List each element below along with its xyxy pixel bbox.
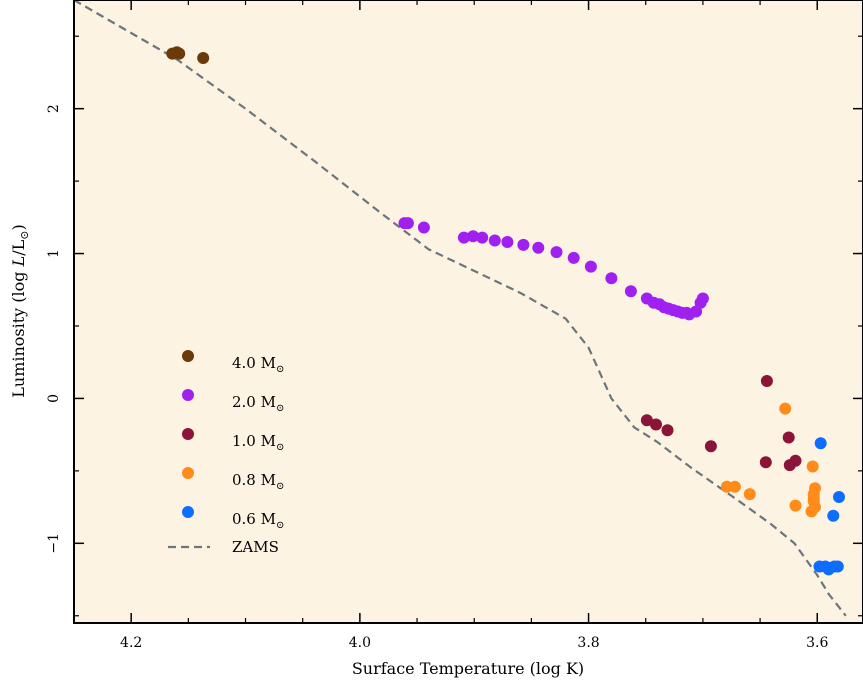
data-point-series-1	[696, 292, 709, 305]
y-tick-label: 1	[46, 249, 62, 258]
data-point-series-2	[783, 459, 796, 472]
plot-background	[74, 0, 863, 623]
legend-label-sub: ⊙	[276, 520, 284, 531]
data-point-series-0	[173, 47, 186, 60]
data-point-series-1	[401, 217, 414, 230]
legend: 4.0 M⊙ 2.0 M⊙ 1.0 M⊙ 0.8 M⊙ 0.6 M⊙ ZAMS	[168, 350, 284, 556]
data-point-series-1	[417, 221, 430, 234]
x-tick-label: 4.2	[120, 635, 142, 651]
y-axis-title-italic: L	[9, 256, 28, 268]
plot-frame	[73, 0, 863, 624]
data-point-series-3	[805, 505, 818, 518]
data-point-series-2	[640, 414, 653, 427]
data-point-series-4	[822, 563, 835, 576]
legend-marker	[182, 389, 194, 401]
legend-marker	[182, 350, 194, 362]
data-point-series-1	[476, 231, 489, 244]
x-tick-label: 3.6	[806, 635, 828, 651]
y-tick-label: 0	[46, 394, 62, 403]
legend-label-sub: ⊙	[276, 364, 284, 375]
data-point-series-2	[661, 424, 674, 437]
legend-label: 0.6 M⊙	[232, 510, 284, 531]
data-point-series-3	[743, 488, 756, 501]
data-point-series-4	[831, 560, 844, 573]
data-point-series-0	[197, 52, 210, 64]
data-point-series-1	[605, 272, 618, 285]
data-point-series-3	[728, 480, 741, 493]
data-point-series-1	[501, 236, 514, 248]
data-point-series-1	[567, 251, 580, 264]
data-point-series-2	[759, 456, 772, 469]
points-layer	[166, 46, 845, 576]
data-point-series-4	[814, 437, 827, 450]
y-axis-title-sub: ⊙	[18, 231, 31, 240]
legend-marker	[182, 467, 194, 479]
legend-marker	[182, 506, 194, 518]
data-point-series-4	[827, 509, 840, 522]
data-point-series-1	[584, 260, 597, 273]
legend-marker	[182, 428, 194, 440]
data-point-series-1	[624, 285, 637, 298]
zams-layer	[73, 0, 847, 617]
legend-label: 2.0 M⊙	[232, 393, 284, 414]
y-axis-title-main: Luminosity (log	[9, 266, 28, 397]
legend-label: ZAMS	[232, 538, 279, 556]
data-point-series-3	[779, 402, 792, 415]
zams-line	[73, 0, 847, 617]
y-axis-title: Luminosity (log L/L⊙)	[9, 224, 31, 397]
data-point-series-2	[704, 440, 717, 453]
y-axis-title-end: )	[9, 224, 28, 230]
data-point-series-2	[650, 418, 662, 431]
y-tick-label: −1	[46, 533, 62, 554]
legend-label: 4.0 M⊙	[232, 354, 284, 375]
data-point-series-1	[517, 238, 530, 251]
legend-label-sub: ⊙	[276, 442, 284, 453]
x-axis-title: Surface Temperature (log K)	[352, 659, 584, 678]
data-point-series-1	[457, 231, 470, 244]
data-point-series-4	[813, 560, 826, 573]
data-point-series-2	[760, 375, 773, 387]
y-tick-label: 2	[46, 104, 62, 113]
data-point-series-3	[806, 460, 819, 473]
data-point-series-2	[782, 431, 795, 444]
legend-label-sub: ⊙	[276, 481, 284, 492]
x-tick-label: 4.0	[349, 635, 371, 651]
data-point-series-1	[532, 241, 545, 254]
data-point-series-3	[789, 499, 802, 512]
x-tick-label: 3.8	[577, 635, 599, 651]
data-point-series-1	[488, 234, 501, 247]
data-point-series-1	[550, 246, 563, 259]
legend-label-sub: ⊙	[276, 403, 284, 414]
data-point-series-4	[833, 491, 845, 503]
legend-label: 1.0 M⊙	[232, 432, 284, 453]
y-axis-title-mid: /L	[9, 239, 28, 255]
legend-label: 0.8 M⊙	[232, 471, 284, 492]
data-point-series-1	[467, 230, 480, 243]
